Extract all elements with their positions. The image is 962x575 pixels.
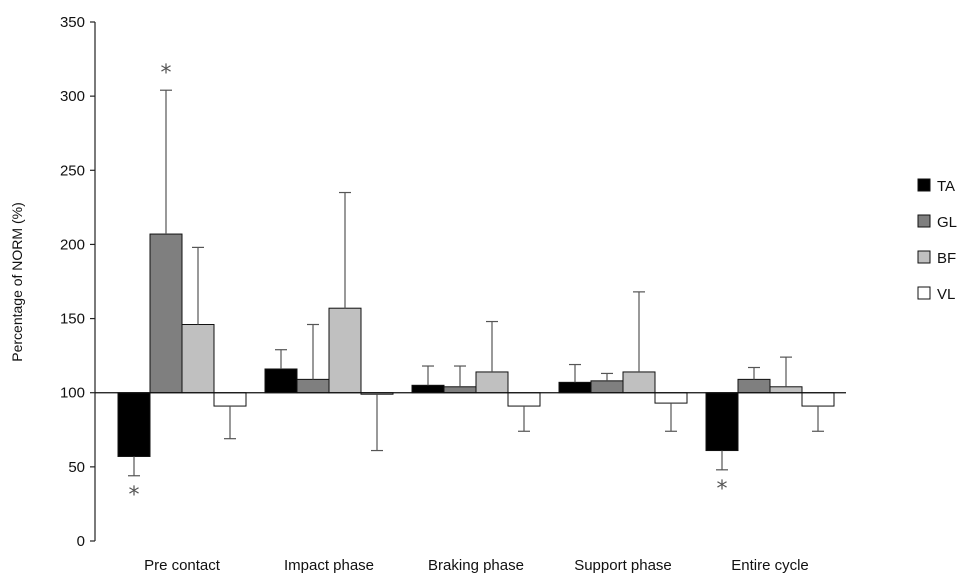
category-label: Support phase (574, 557, 672, 574)
error-bars (128, 89, 824, 477)
bar-vl-5 (801, 392, 835, 407)
y-axis: 0 50 100 150 200 250 300 350 (60, 14, 96, 550)
category-label: Braking phase (428, 557, 524, 574)
bar-ta-4 (558, 381, 592, 394)
legend-swatch-ta (917, 178, 931, 192)
y-tick-label: 350 (60, 14, 85, 31)
bar-vl-1 (213, 392, 247, 407)
bar-gl-3 (443, 386, 477, 394)
y-tick-label: 0 (77, 533, 85, 550)
significance-star: * (717, 477, 728, 502)
legend-label-gl: GL (937, 214, 957, 231)
bar-bf-1 (181, 324, 215, 394)
category-label: Pre contact (144, 557, 221, 574)
bar-gl-5 (737, 378, 771, 394)
y-tick-label: 300 (60, 88, 85, 105)
y-tick-label: 100 (60, 385, 85, 402)
legend-label-vl: VL (937, 286, 955, 303)
bar-vl-3 (507, 392, 541, 407)
category-label: Impact phase (284, 557, 374, 574)
legend-swatch-gl (917, 214, 931, 228)
bars (117, 233, 835, 457)
significance-star: * (129, 483, 140, 508)
y-tick-label: 150 (60, 311, 85, 328)
bar-bf-5 (769, 386, 803, 394)
bar-bf-2 (328, 307, 362, 394)
bar-gl-1 (149, 233, 183, 394)
category-labels: Pre contact Impact phase Braking phase Supp… (144, 557, 809, 574)
significance-star: * (161, 61, 172, 86)
legend-label-ta: TA (937, 178, 955, 195)
bar-ta-5 (705, 392, 739, 452)
bar-ta-3 (411, 384, 445, 394)
bar-bf-4 (622, 371, 656, 394)
y-tick-label: 250 (60, 162, 85, 179)
bar-bf-3 (475, 371, 509, 394)
legend-swatch-bf (917, 250, 931, 264)
significance-markers: * * * (129, 61, 728, 508)
legend: TA GL BF VL (917, 178, 957, 303)
bar-ta-2 (264, 368, 298, 394)
bar-vl-4 (654, 392, 688, 404)
y-axis-title: Percentage of NORM (%) (9, 202, 25, 362)
bar-gl-2 (296, 378, 330, 394)
bar-gl-4 (590, 380, 624, 394)
y-tick-label: 50 (68, 459, 85, 476)
bar-ta-1 (117, 392, 151, 457)
y-tick-label: 200 (60, 236, 85, 253)
legend-swatch-vl (917, 286, 931, 300)
category-label: Entire cycle (731, 557, 809, 574)
legend-label-bf: BF (937, 250, 956, 267)
